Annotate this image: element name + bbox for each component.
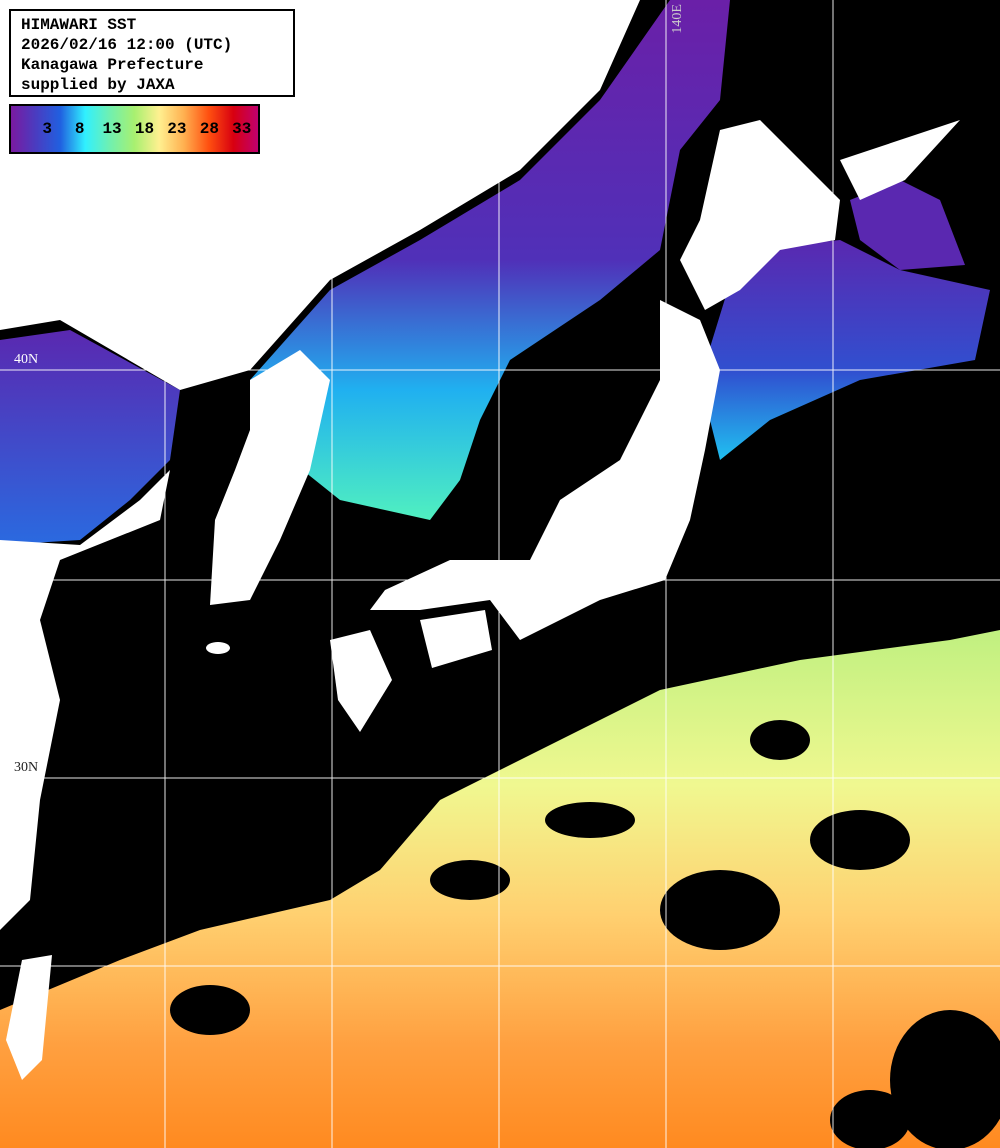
lat-label-40n: 40N [14, 352, 39, 367]
sst-yellow-sea [0, 330, 180, 545]
title-product: HIMAWARI SST [21, 16, 137, 34]
legend-tick: 3 [42, 120, 53, 138]
sst-okhotsk [850, 180, 965, 270]
legend-tick: 8 [74, 120, 85, 138]
land-taiwan [6, 955, 52, 1080]
title-box: HIMAWARI SST 2026/02/16 12:00 (UTC) Kana… [9, 9, 295, 97]
color-legend: 3 8 13 18 23 28 33 [9, 104, 260, 154]
land-hokkaido [680, 120, 840, 310]
sst-sea-of-japan [250, 0, 730, 520]
title-source: supplied by JAXA [21, 76, 175, 94]
land-honshu [370, 300, 720, 640]
land-korea [210, 350, 330, 605]
legend-tick: 33 [232, 120, 252, 138]
land-kyushu [330, 630, 392, 732]
legend-tick: 18 [134, 120, 155, 138]
land-island [398, 127, 426, 163]
land [0, 0, 960, 1080]
land-china-coast [0, 470, 170, 930]
lon-label-140e: 140E [670, 4, 685, 34]
legend-tick: 23 [167, 120, 187, 138]
cloud-mask [170, 720, 1000, 1148]
title-datetime: 2026/02/16 12:00 (UTC) [21, 36, 233, 54]
legend-tick: 28 [199, 120, 219, 138]
land-jeju [206, 642, 230, 654]
lat-label-30n: 30N [14, 760, 39, 775]
land-shikoku [420, 610, 492, 668]
legend-tick: 13 [102, 120, 122, 138]
sst-north-pacific [700, 240, 990, 460]
land-china-north [0, 0, 640, 390]
land-sakhalin [840, 120, 960, 200]
title-publisher: Kanagawa Prefecture [21, 56, 204, 74]
